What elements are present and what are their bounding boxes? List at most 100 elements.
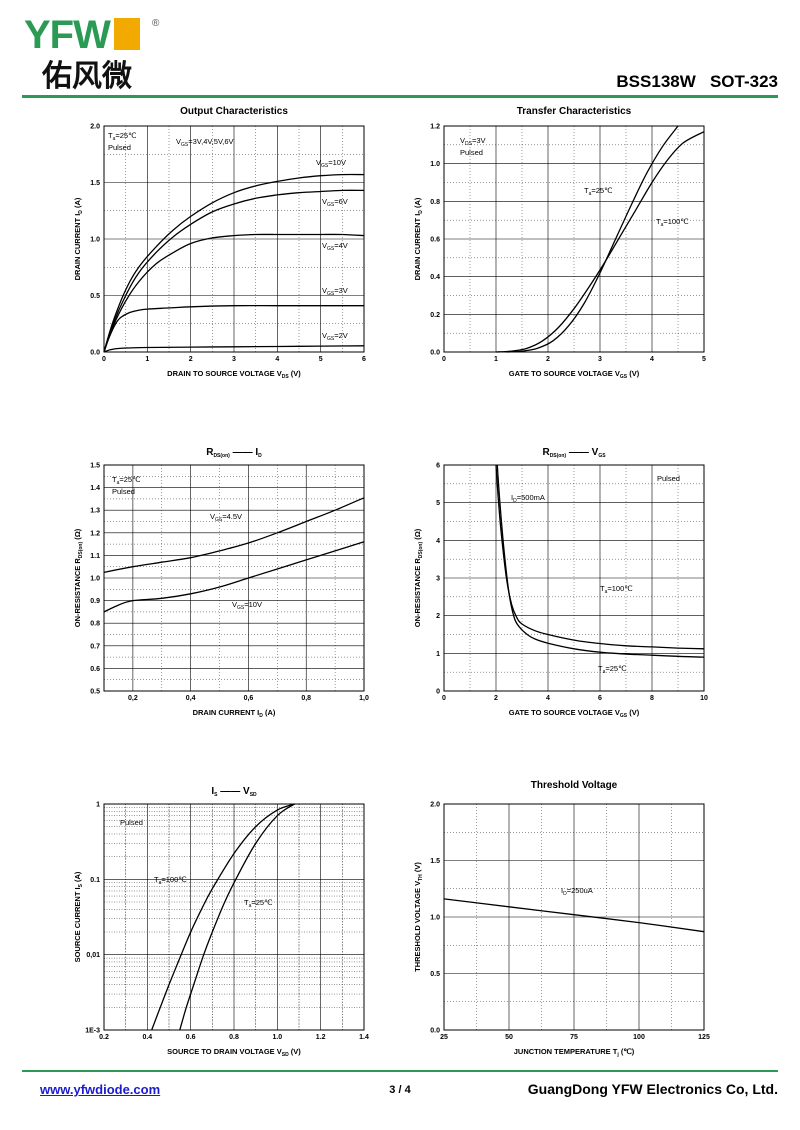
series-label: VGS=2V bbox=[322, 331, 348, 342]
chart-c6: 25 50 75 100 125 0.0 0.5 1.0 1.5 2.0 JUNCTION TEMP… bbox=[413, 780, 710, 1058]
x-tick-label: 50 bbox=[505, 1034, 513, 1041]
x-tick-label: 0.6 bbox=[186, 1034, 196, 1041]
series-line bbox=[179, 803, 296, 1031]
website-link[interactable]: www.yfwdiode.com bbox=[40, 1082, 161, 1097]
x-tick-label: 2 bbox=[494, 695, 498, 702]
y-tick-label: 0.5 bbox=[90, 293, 100, 300]
x-tick-label: 0 bbox=[102, 356, 106, 363]
y-tick-label: 1 bbox=[96, 802, 100, 809]
series-line bbox=[443, 898, 705, 933]
x-tick-label: 0,4 bbox=[186, 695, 196, 702]
chart-c3: 0,2 0,4 0,6 0,8 1,0 0.5 0.6 0.7 0.8 0.9 1.0 1.1 1.2 1… bbox=[73, 447, 369, 719]
chart-title: RDS(on) —— ID bbox=[206, 447, 262, 459]
chart-annotation: Ta=25℃ bbox=[108, 131, 137, 142]
x-tick-label: 4 bbox=[650, 356, 654, 363]
x-tick-label: 1.0 bbox=[272, 1034, 282, 1041]
grid-c4 bbox=[444, 465, 704, 691]
x-axis-label: JUNCTION TEMPERATURE Tj (℃) bbox=[514, 1047, 635, 1058]
chart-c5: 0.2 0.4 0.6 0.8 1.0 1.2 1.4 1E-3 0,01 0.1 1 SOURCE … bbox=[73, 786, 369, 1058]
y-tick-label: 1.0 bbox=[430, 915, 440, 922]
x-tick-label: 4 bbox=[546, 695, 550, 702]
y-axis-label: DRAIN CURRENT ID (A) bbox=[413, 197, 424, 280]
chart-title: Output Characteristics bbox=[180, 106, 288, 117]
x-tick-label: 4 bbox=[275, 356, 279, 363]
x-axis-label: DRAIN TO SOURCE VOLTAGE VDS (V) bbox=[167, 369, 301, 380]
x-tick-label: 0,8 bbox=[301, 695, 311, 702]
company-name: GuangDong YFW Electronics Co, Ltd. bbox=[527, 1081, 778, 1097]
chart-annotation: Ta=25℃ bbox=[112, 475, 141, 486]
x-tick-label: 1.4 bbox=[359, 1034, 369, 1041]
x-tick-label: 3 bbox=[598, 356, 602, 363]
chart-title: Transfer Characteristics bbox=[517, 106, 632, 117]
y-tick-label: 0 bbox=[436, 689, 440, 696]
footer-divider bbox=[22, 1070, 778, 1072]
y-axis-label: DRAIN CURRENT ID (A) bbox=[73, 197, 84, 280]
x-axis-label: DRAIN CURRENT ID (A) bbox=[193, 708, 276, 719]
y-tick-label: 2.0 bbox=[90, 124, 100, 131]
chart-annotation: Pulsed bbox=[460, 148, 483, 157]
x-tick-label: 10 bbox=[700, 695, 708, 702]
series-line bbox=[103, 189, 365, 353]
y-tick-label: 1.2 bbox=[430, 124, 440, 131]
x-tick-label: 2 bbox=[546, 356, 550, 363]
x-tick-label: 0 bbox=[442, 695, 446, 702]
y-axis-label: ON-RESISTANCE RDS(on) (Ω) bbox=[413, 528, 424, 627]
series-label: Ta=100℃ bbox=[600, 584, 633, 595]
x-tick-label: 0.2 bbox=[99, 1034, 109, 1041]
y-axis-label: ON-RESISTANCE RDS(on) (Ω) bbox=[73, 528, 84, 627]
series-label: VGS=3V bbox=[322, 286, 348, 297]
series-line bbox=[151, 803, 295, 1031]
series-label: Ta=100℃ bbox=[154, 875, 187, 886]
y-tick-label: 0.9 bbox=[90, 598, 100, 605]
chart-annotation: Pulsed bbox=[120, 818, 143, 827]
x-axis-label: GATE TO SOURCE VOLTAGE VGS (V) bbox=[509, 708, 640, 719]
x-tick-label: 1 bbox=[145, 356, 149, 363]
plot-frame bbox=[443, 125, 705, 353]
y-tick-label: 0.8 bbox=[90, 621, 100, 628]
logo-letters: YFW bbox=[24, 13, 111, 57]
logo-chinese: 佑风微 bbox=[41, 59, 132, 94]
chart-annotation: VGS=3V,4V,5V,6V bbox=[176, 137, 234, 148]
y-tick-label: 1.1 bbox=[90, 553, 100, 560]
series-line bbox=[496, 464, 705, 658]
x-axis-label: SOURCE TO DRAIN VOLTAGE VSD (V) bbox=[167, 1047, 301, 1058]
chart-annotation: Pulsed bbox=[657, 474, 680, 483]
y-tick-label: 0.4 bbox=[430, 274, 440, 281]
series-line bbox=[103, 541, 365, 613]
package-name: SOT-323 bbox=[709, 72, 778, 91]
series-line bbox=[103, 304, 364, 353]
y-tick-label: 1.4 bbox=[90, 485, 100, 492]
series-label: VGS=4.5V bbox=[210, 512, 242, 523]
header-divider bbox=[22, 95, 778, 98]
y-tick-label: 1.0 bbox=[90, 237, 100, 244]
y-tick-label: 0.0 bbox=[430, 1028, 440, 1035]
series-label: Ta=25℃ bbox=[598, 664, 627, 675]
y-tick-label: 0.6 bbox=[90, 666, 100, 673]
y-tick-label: 1 bbox=[436, 651, 440, 658]
y-tick-label: 1.0 bbox=[90, 576, 100, 583]
svg-text:®: ® bbox=[152, 18, 160, 29]
y-tick-label: 1.5 bbox=[430, 858, 440, 865]
series-label: Ta=25℃ bbox=[244, 898, 273, 909]
series-line bbox=[495, 131, 705, 353]
y-tick-label: 1.0 bbox=[430, 161, 440, 168]
x-tick-label: 100 bbox=[633, 1034, 645, 1041]
y-tick-label: 1.2 bbox=[90, 530, 100, 537]
part-number: BSS138W bbox=[616, 72, 696, 91]
x-tick-label: 0 bbox=[442, 356, 446, 363]
series-label: VGS=6V bbox=[322, 197, 348, 208]
series-label: VGS=10V bbox=[316, 158, 346, 169]
chart-c4: 0 2 4 6 8 10 0 1 2 3 4 5 6 GATE TO SOURCE VOLTAGE VGS… bbox=[413, 447, 708, 719]
y-tick-label: 0.5 bbox=[90, 689, 100, 696]
x-tick-label: 0.8 bbox=[229, 1034, 239, 1041]
y-tick-label: 5 bbox=[436, 500, 440, 507]
grid-c5 bbox=[104, 804, 364, 1030]
y-tick-label: 1.5 bbox=[90, 180, 100, 187]
series-line bbox=[495, 464, 705, 650]
y-axis-label: THRESHOLD VOLTAGE VTH (V) bbox=[413, 862, 424, 972]
x-tick-label: 2 bbox=[189, 356, 193, 363]
plot-frame bbox=[103, 464, 365, 692]
x-axis-label: GATE TO SOURCE VOLTAGE VGS (V) bbox=[509, 369, 640, 380]
y-tick-label: 0.5 bbox=[430, 971, 440, 978]
